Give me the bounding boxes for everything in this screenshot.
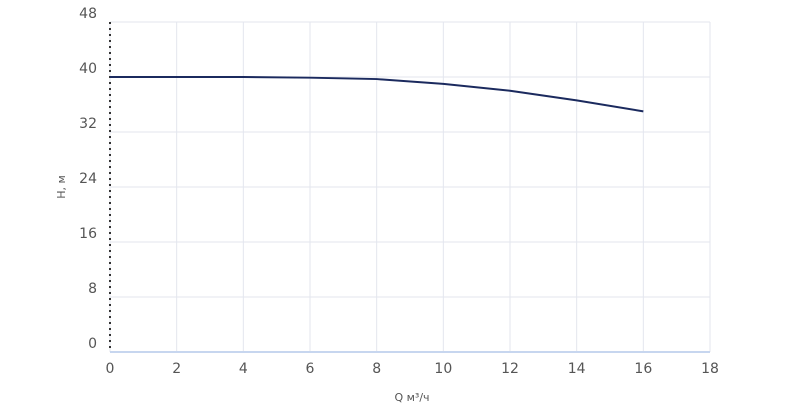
x-tick-label: 16 <box>634 361 652 377</box>
x-tick-label: 14 <box>568 361 586 377</box>
y-tick-label: 24 <box>79 171 97 187</box>
y-tick-label: 32 <box>79 116 97 132</box>
line <box>110 76 644 113</box>
y-tick-label: 48 <box>79 6 97 22</box>
y-tick-label: 8 <box>88 281 97 297</box>
x-tick-label: 4 <box>239 361 248 377</box>
x-tick-label: 8 <box>372 361 381 377</box>
x-tick-label: 0 <box>106 361 115 377</box>
y-tick-label: 40 <box>79 61 97 77</box>
x-tick-label: 6 <box>306 361 315 377</box>
x-axis-label: Q м³/ч <box>394 391 429 404</box>
x-tick-label: 12 <box>501 361 519 377</box>
y-tick-label: 16 <box>79 226 97 242</box>
x-tick-label: 18 <box>701 361 719 377</box>
y-axis-label: H, м <box>55 175 68 199</box>
x-tick-label: 10 <box>434 361 452 377</box>
x-tick-label: 2 <box>172 361 181 377</box>
y-tick-label: 0 <box>88 336 97 352</box>
